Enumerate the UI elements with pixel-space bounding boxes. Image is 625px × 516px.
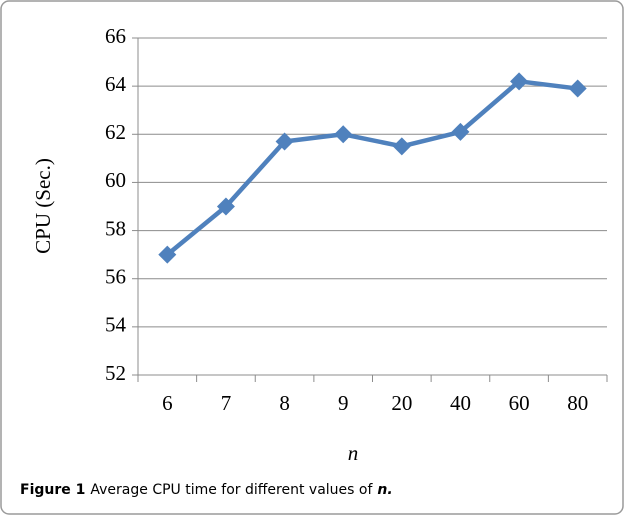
y-tick-label: 62 (105, 120, 126, 144)
y-tick-label: 66 (105, 24, 126, 48)
x-tick-label: 7 (221, 391, 232, 415)
y-tick-label: 54 (105, 313, 127, 337)
x-tick-label: 6 (162, 391, 173, 415)
marker (216, 197, 235, 216)
line (165, 79, 578, 257)
x-tick-label: 20 (391, 391, 412, 415)
x-tick-label: 60 (509, 391, 530, 415)
marker (158, 245, 177, 264)
x-tick-label: 8 (279, 391, 290, 415)
x-tick-label: 40 (450, 391, 471, 415)
y-tick-label: 64 (105, 72, 127, 96)
y-tick-label: 60 (105, 168, 126, 192)
y-tick-label: 56 (105, 265, 126, 289)
caption-emph: n. (377, 482, 392, 498)
y-tick-label: 58 (105, 216, 126, 240)
caption-text: Average CPU time for different values of (90, 482, 373, 498)
marker (275, 132, 294, 151)
marker (568, 79, 587, 98)
x-tick-label: 80 (567, 391, 588, 415)
marker (334, 125, 353, 144)
x-tick-label: 9 (338, 391, 349, 415)
marker (510, 72, 529, 91)
y-axis-label: CPU (Sec.) (31, 158, 55, 254)
caption-label: Figure 1 (20, 482, 85, 498)
x-axis-label: n (348, 441, 359, 465)
y-tick-label: 52 (105, 361, 126, 385)
marker (451, 122, 470, 141)
caption: Figure 1 Average CPU time for different v… (20, 482, 393, 498)
marker (392, 137, 411, 156)
